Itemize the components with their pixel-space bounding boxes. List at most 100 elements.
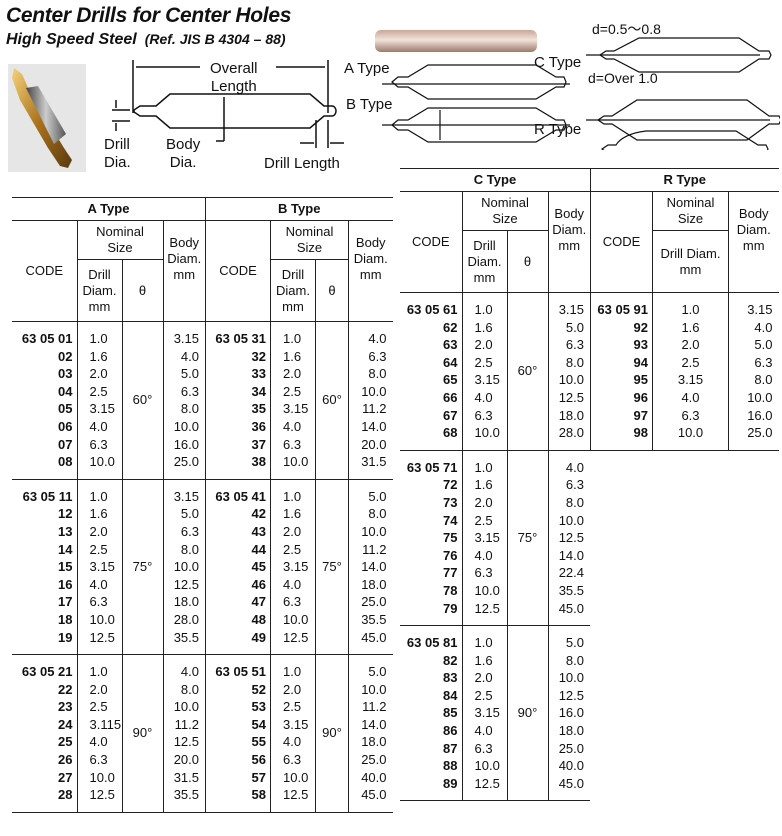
drill-diam: 10.0	[474, 758, 500, 774]
theta-angle: 90°	[506, 625, 548, 802]
column-header-body-diam: Body Diam. mm	[728, 191, 779, 293]
code: 18	[58, 611, 73, 627]
code: 16	[58, 576, 73, 592]
theta-angle: 60°	[506, 292, 548, 451]
drill-diam: 10.0	[283, 611, 309, 627]
code: 07	[58, 436, 73, 452]
body-diam: 11.2	[362, 401, 387, 417]
body-diam: 8.0	[180, 681, 199, 697]
body-diam-cell: 3.15 5.0 6.3 8.0 10.0 12.5 18.0 28.0 35.5	[162, 479, 205, 656]
code: 24	[58, 716, 73, 732]
drill-diam: 6.3	[283, 752, 302, 768]
drill-diam-cell: 1.0 2.0 2.5 3.15 4.0 6.3 10.0 12.5	[270, 654, 316, 813]
drill-diam: 1.6	[474, 319, 493, 335]
code: 97	[633, 407, 648, 423]
drill-diam-cell: 1.0 1.6 2.0 2.5 3.15 4.0 6.3 10.0	[461, 292, 507, 451]
drill-diam: 3.15	[283, 401, 309, 417]
body-diam: 20.0	[361, 436, 387, 452]
code-cell: 63 05 21 22 23 24 25 26 27 28	[12, 654, 77, 813]
body-diam: 11.2	[174, 716, 199, 732]
drill-diam: 10.0	[677, 425, 704, 441]
drill-diam: 12.5	[89, 629, 115, 645]
code: 32	[251, 348, 266, 364]
c-type-note-small: d=0.5～0.8	[592, 21, 661, 37]
body-diam: 16.0	[173, 436, 199, 452]
body-diam: 10.0	[173, 699, 199, 715]
drill-diam: 2.0	[89, 681, 108, 697]
drill-diam: 1.0	[283, 331, 302, 346]
code: 88	[443, 758, 458, 774]
material-label: High Speed Steel	[6, 31, 137, 48]
drill-diam: 6.3	[681, 407, 700, 423]
code: 62	[443, 319, 458, 335]
code-cell: 63 05 71 72 73 74 75 76 77 78 79	[400, 450, 462, 627]
code: 63 05 61	[406, 302, 458, 317]
body-diam: 40.0	[558, 758, 584, 774]
body-diam: 31.5	[361, 454, 387, 470]
code: 19	[58, 629, 73, 645]
drill-diam: 4.0	[89, 734, 108, 750]
code: 37	[251, 436, 266, 452]
body-diam: 8.0	[565, 494, 584, 510]
code: 48	[251, 611, 266, 627]
row-group: 63 05 91 92 93 94 95 96 97 98 1.0 1.6 2.0 2.5 3.15 4…	[590, 292, 779, 451]
body-diam: 22.4	[558, 565, 584, 581]
column-header-code: CODE	[400, 191, 462, 293]
theta-angle: 60°	[315, 321, 349, 480]
code: 45	[251, 559, 266, 575]
code: 54	[251, 716, 266, 732]
body-diam-cell: 5.0 10.0 11.2 14.0 18.0 25.0 40.0 45.0	[348, 654, 393, 813]
code: 57	[251, 769, 266, 785]
drill-diam: 1.0	[283, 664, 302, 680]
code: 52	[251, 681, 266, 697]
body-diam: 6.3	[754, 354, 773, 370]
code: 68	[443, 425, 458, 441]
drill-diam: 3.15	[677, 372, 704, 388]
code: 75	[443, 530, 458, 546]
drill-diam: 12.5	[474, 600, 500, 616]
body-diam: 25.0	[173, 454, 199, 470]
body-diam: 3.15	[558, 302, 584, 317]
body-diam: 8.0	[368, 366, 387, 382]
body-diam: 12.5	[173, 734, 199, 750]
code: 36	[251, 418, 266, 434]
body-diam: 5.0	[754, 337, 773, 353]
drill-diam: 4.0	[283, 734, 302, 750]
row-group: 63 05 71 72 73 74 75 76 77 78 79 1.0 1.6 2.0 2.5 3.1…	[400, 450, 590, 627]
body-diam: 25.0	[361, 752, 387, 768]
row-group: 63 05 01 02 03 04 05 06 07 08 1.0 1.6 2.0 2.5 3.15 4…	[12, 321, 205, 480]
code: 83	[443, 670, 458, 686]
body-diam-cell: 5.0 8.0 10.0 11.2 14.0 18.0 25.0 35.5 45.0	[348, 479, 393, 656]
drill-diam: 4.0	[681, 389, 700, 405]
body-diam: 10.0	[361, 523, 387, 539]
body-diam: 5.0	[180, 506, 199, 522]
code: 63 05 91	[597, 302, 648, 317]
body-diam: 5.0	[180, 366, 199, 382]
drill-diam: 12.5	[89, 787, 115, 803]
column-header-body-diam: Body Diam. mm	[348, 220, 393, 322]
code: 38	[251, 454, 266, 470]
code: 42	[251, 506, 266, 522]
code: 63 05 81	[406, 635, 458, 651]
drill-diam: 10.0	[474, 425, 500, 441]
code-cell: 63 05 81 82 83 84 85 86 87 88 89	[400, 625, 462, 802]
code: 25	[58, 734, 73, 750]
drill-diam: 6.3	[474, 407, 493, 423]
body-diam: 4.0	[180, 348, 199, 364]
code: 34	[251, 383, 266, 399]
drill-diam: 1.0	[89, 664, 108, 680]
drill-diam-cell: 1.0 2.0 2.5 3.115 4.0 6.3 10.0 12.5	[76, 654, 122, 813]
body-diam: 35.5	[173, 629, 199, 645]
drill-diam: 6.3	[89, 594, 108, 610]
drill-diam: 2.0	[283, 366, 302, 382]
code: 13	[58, 523, 73, 539]
code: 85	[443, 705, 458, 721]
standard-reference: (Ref. JIS B 4304 – 88)	[144, 31, 286, 47]
drill-diam: 6.3	[474, 740, 493, 756]
body-diam: 45.0	[361, 787, 387, 803]
drill-diam: 2.5	[89, 383, 108, 399]
drill-diam: 2.5	[474, 354, 493, 370]
body-diam: 18.0	[361, 576, 387, 592]
body-diam: 12.5	[558, 530, 584, 546]
code: 84	[443, 687, 458, 703]
